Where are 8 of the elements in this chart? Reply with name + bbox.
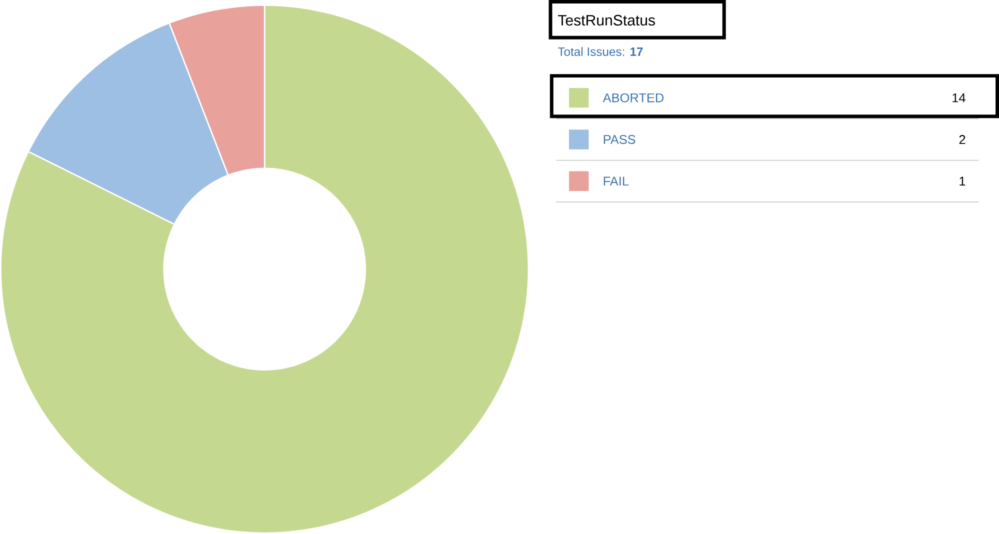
legend-label: FAIL [604,176,629,186]
text: Total Issues: 17 [558,47,643,56]
legend-label: ABORTED [602,93,664,102]
data-label: 1 [960,176,966,186]
text: TestRunStatus [558,15,655,26]
data-label: 14 [952,94,966,102]
legend-label: PASS [604,135,636,144]
data-label: 2 [959,135,966,144]
